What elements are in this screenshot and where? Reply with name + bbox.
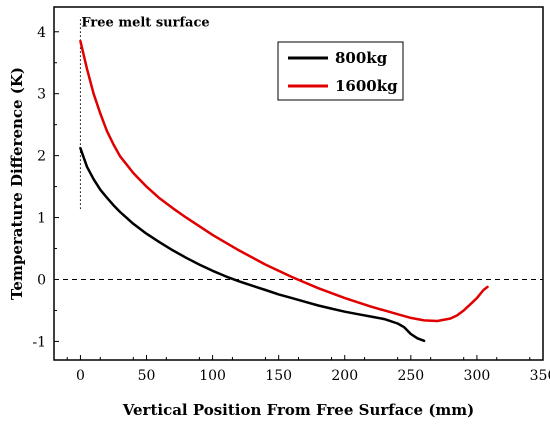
x-tick-label: 50 bbox=[138, 368, 156, 384]
y-tick-label: -1 bbox=[32, 334, 46, 350]
y-tick-label: 2 bbox=[37, 149, 46, 165]
legend-label-800kg: 800kg bbox=[335, 49, 388, 67]
y-tick-label: 3 bbox=[37, 87, 46, 103]
y-tick-label: 1 bbox=[37, 211, 46, 227]
series-line-800kg bbox=[79, 146, 426, 343]
x-tick-label: 0 bbox=[76, 368, 85, 384]
y-tick-label: 0 bbox=[37, 272, 46, 288]
x-tick-label: 200 bbox=[331, 368, 358, 384]
legend-label-1600kg: 1600kg bbox=[335, 77, 398, 95]
x-tick-label: 300 bbox=[464, 368, 491, 384]
series-line-1600kg bbox=[79, 39, 489, 323]
x-tick-label: 100 bbox=[199, 368, 226, 384]
free-surface-annotation: Free melt surface bbox=[81, 15, 209, 30]
x-tick-label: 350 bbox=[530, 368, 550, 384]
y-axis-title: Temperature Difference (K) bbox=[8, 67, 26, 300]
y-tick-label: 4 bbox=[37, 25, 46, 41]
x-tick-label: 250 bbox=[397, 368, 424, 384]
x-axis-title: Vertical Position From Free Surface (mm) bbox=[122, 401, 475, 419]
legend: 800kg 1600kg bbox=[277, 41, 404, 101]
legend-box bbox=[277, 41, 404, 101]
x-tick-label: 150 bbox=[265, 368, 292, 384]
